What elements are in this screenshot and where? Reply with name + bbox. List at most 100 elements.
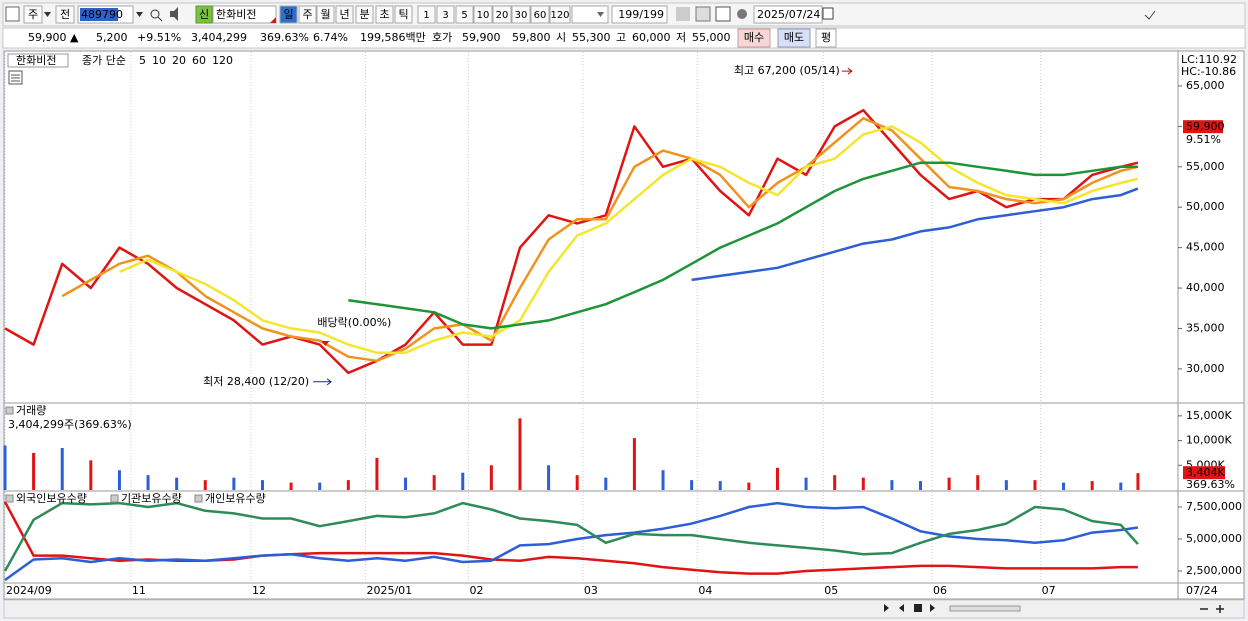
name-box: [212, 5, 277, 24]
button-label: 일: [283, 7, 293, 21]
volume-bar: [632, 438, 636, 490]
quote-ask: 59,900: [462, 31, 501, 44]
y-tick-label: 40,000: [1186, 281, 1225, 294]
menu-icon[interactable]: [5, 6, 20, 22]
volume-bar: [518, 418, 522, 490]
avg-button[interactable]: [815, 28, 837, 48]
sell-button[interactable]: [777, 28, 811, 48]
badge: [195, 5, 213, 24]
series-line: [691, 187, 1139, 282]
code: 489790: [81, 8, 123, 21]
button[interactable]: [473, 5, 493, 24]
button[interactable]: [55, 5, 75, 24]
series-line: [61, 117, 1139, 363]
high-arrow: [841, 67, 853, 75]
button[interactable]: [375, 5, 394, 24]
button-label: 틱: [398, 8, 408, 21]
toolbar-icon[interactable]: [695, 6, 711, 22]
button[interactable]: [492, 5, 512, 24]
button[interactable]: [455, 5, 474, 24]
button-label: 전: [60, 8, 70, 21]
legend-entry: 60: [192, 54, 206, 67]
volume-bar: [117, 470, 121, 490]
toolbar-icon[interactable]: [1144, 10, 1156, 20]
panel-title: 거래량: [16, 404, 46, 417]
y-tick-label: 7,500,000: [1186, 500, 1242, 513]
count-box: [611, 5, 668, 24]
calendar-icon[interactable]: [822, 7, 834, 20]
last-price-box: [1183, 120, 1223, 134]
date-box[interactable]: [753, 5, 823, 24]
button[interactable]: [335, 5, 354, 24]
button[interactable]: [355, 5, 374, 24]
volume-bar: [89, 460, 93, 490]
scroll-bar[interactable]: [3, 599, 1245, 619]
button[interactable]: [511, 5, 531, 24]
volume-bar: [804, 477, 808, 490]
quote-amount: 199,586백만: [360, 31, 426, 44]
buy-label: 매수: [744, 31, 764, 44]
y-tick-label: 50,000: [1186, 200, 1225, 213]
legend-swatch: [5, 406, 14, 415]
settings-icon[interactable]: [737, 9, 747, 19]
volume-bar: [919, 481, 923, 490]
x-tick-label: 05: [824, 584, 838, 597]
zoom-buttons[interactable]: [1200, 605, 1224, 613]
quote-high: 60,000: [632, 31, 671, 44]
flag: [270, 17, 276, 23]
low-arrow: [313, 378, 332, 386]
button[interactable]: [298, 5, 317, 24]
volume-bar: [604, 477, 608, 490]
dropdown-arrow[interactable]: [136, 12, 143, 17]
volume-bar: [976, 475, 980, 490]
button[interactable]: [549, 5, 571, 24]
button[interactable]: [394, 5, 413, 24]
volume-bar: [547, 465, 551, 490]
code-selection: [80, 8, 118, 21]
last-volume: 3,404K: [1186, 466, 1225, 479]
button[interactable]: [436, 5, 455, 24]
buy-button[interactable]: [737, 28, 771, 48]
volume-bar: [175, 477, 179, 490]
button[interactable]: [530, 5, 550, 24]
high-annotation: 최고 67,200 (05/14): [734, 64, 840, 77]
button[interactable]: [279, 5, 298, 24]
button-label: 10: [477, 10, 490, 21]
dropdown-arrow: [597, 12, 604, 17]
button[interactable]: [417, 5, 436, 24]
button-label: 120: [550, 10, 569, 21]
dropdown[interactable]: [571, 5, 609, 24]
legend-title: 종가 단순: [82, 54, 126, 67]
volume-bar: [833, 475, 837, 490]
button[interactable]: [316, 5, 335, 24]
dropdown-arrow[interactable]: [44, 12, 51, 17]
save-icon[interactable]: [715, 6, 731, 22]
speaker-icon[interactable]: [170, 7, 178, 21]
y-tick-label: 10,000K: [1186, 434, 1232, 447]
volume-bar: [203, 480, 207, 490]
quote-low: 55,000: [692, 31, 731, 44]
volume-bar: [718, 481, 722, 490]
legend-swatch: [5, 494, 14, 503]
x-end-label: 07/24: [1186, 584, 1218, 597]
title-box: [7, 53, 69, 68]
toolbar-icon[interactable]: [676, 7, 690, 21]
volume-bar: [32, 452, 36, 490]
volume-bar: [432, 475, 436, 490]
search-icon[interactable]: [150, 9, 160, 19]
quote-high-label: 고: [616, 31, 626, 44]
series-line: [118, 125, 1139, 354]
button[interactable]: [23, 5, 43, 24]
badge-label: 신: [199, 8, 209, 21]
quote-open: 55,300: [572, 31, 611, 44]
corner-label: LC:110.92: [1181, 53, 1237, 66]
stock-name: 한화비전: [216, 8, 256, 21]
series-line: [3, 501, 1139, 572]
quote-price: 59,900: [28, 31, 67, 44]
x-tick-label: 03: [584, 584, 598, 597]
x-tick-label: 12: [252, 584, 266, 597]
button-label: 초: [379, 8, 389, 21]
volume-bar: [146, 475, 150, 490]
scroll-thumb[interactable]: [949, 605, 1021, 612]
